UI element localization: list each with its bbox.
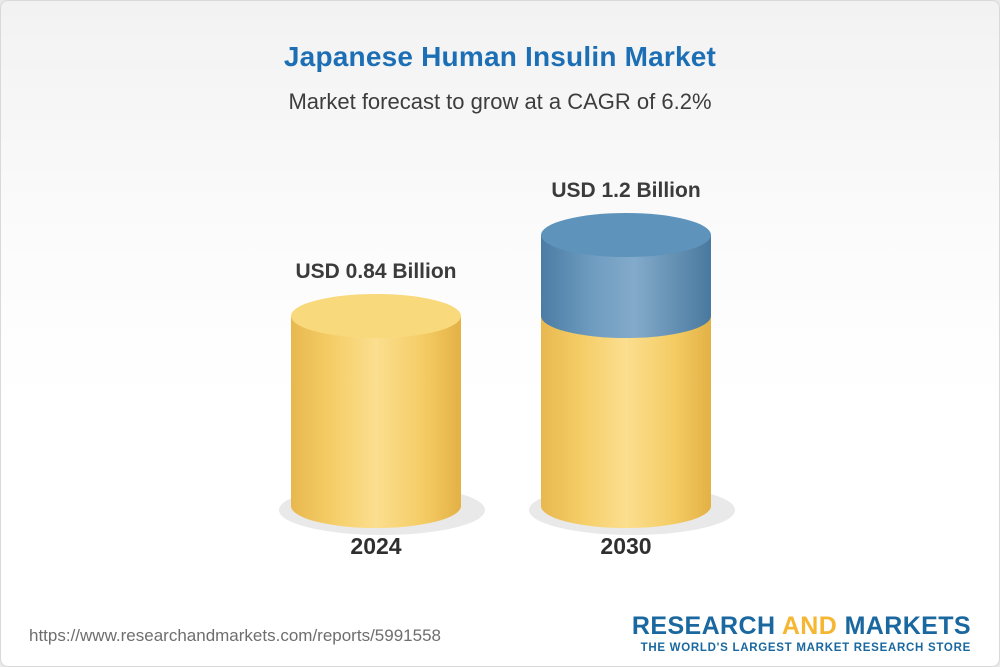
year-label: 2024 (350, 533, 401, 559)
page-title: Japanese Human Insulin Market (283, 41, 717, 72)
value-label: USD 1.2 Billion (551, 179, 700, 202)
brand-word-research: RESEARCH (631, 611, 776, 640)
chart-header: Japanese Human Insulin Market Market for… (1, 1, 999, 115)
brand-word-markets: MARKETS (844, 611, 971, 640)
brand-logo: RESEARCH AND MARKETS THE WORLD'S LARGEST… (632, 613, 971, 654)
page-footer: https://www.researchandmarkets.com/repor… (1, 602, 999, 666)
value-label: USD 0.84 Billion (295, 260, 456, 283)
page-subtitle: Market forecast to grow at a CAGR of 6.2… (288, 89, 712, 114)
bar-2024: USD 0.84 Billion 2024 (279, 260, 485, 559)
brand-name: RESEARCH AND MARKETS (632, 613, 971, 639)
brand-tagline: THE WORLD'S LARGEST MARKET RESEARCH STOR… (640, 642, 971, 654)
bar-2030: USD 1.2 Billion 2030 (529, 179, 735, 559)
brand-word-and: AND (781, 611, 838, 640)
source-url: https://www.researchandmarkets.com/repor… (29, 626, 441, 645)
year-label: 2030 (600, 533, 651, 559)
